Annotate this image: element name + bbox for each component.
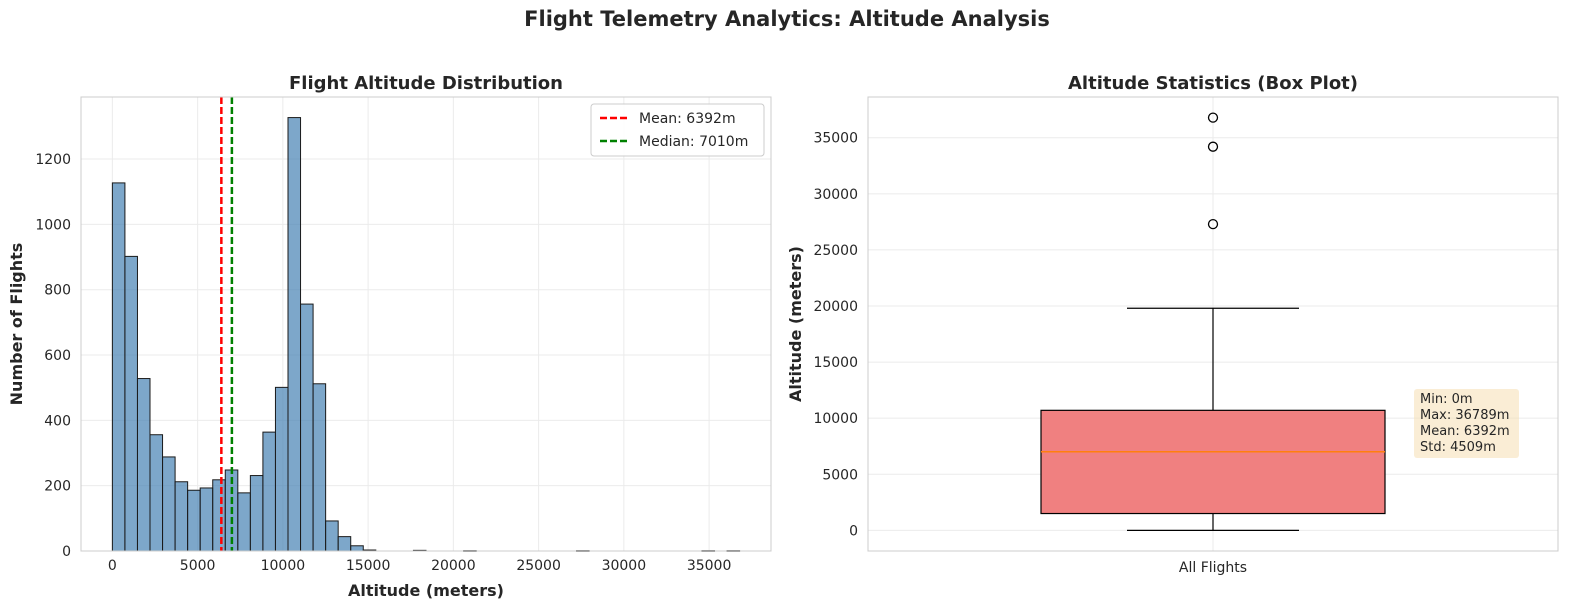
boxplot-y-tick-label: 20000 xyxy=(813,299,858,315)
histogram-bar xyxy=(149,434,164,552)
boxplot-y-tick-label: 10000 xyxy=(813,411,858,427)
figure-title: Flight Telemetry Analytics: Altitude Ana… xyxy=(524,7,1050,31)
histogram-x-tick-label: 35000 xyxy=(687,558,732,574)
outlier-point xyxy=(1207,112,1219,123)
histogram-y-tick-label: 600 xyxy=(44,348,71,364)
boxplot-body xyxy=(1040,112,1386,531)
histogram-bar xyxy=(174,481,189,552)
histogram-reference-lines xyxy=(220,97,234,551)
boxplot-title: Altitude Statistics (Box Plot) xyxy=(1068,73,1358,94)
histogram-bar xyxy=(350,545,364,552)
stats-std: Std: 4509m xyxy=(1420,440,1496,455)
histogram-x-tick-label: 5000 xyxy=(180,558,216,574)
histogram-y-tick-label: 1000 xyxy=(35,217,71,233)
boxplot-y-tick-label: 0 xyxy=(849,523,858,539)
boxplot-y-tick-label: 5000 xyxy=(822,467,858,483)
histogram-bar xyxy=(237,492,251,552)
iqr-box xyxy=(1040,409,1386,515)
histogram-bars xyxy=(111,117,741,552)
boxplot-axes-frame xyxy=(867,96,1559,552)
boxplot-panel: Altitude Statistics (Box Plot) 0 5000 1000… xyxy=(786,73,1559,576)
histogram-x-tick-label: 15000 xyxy=(346,558,391,574)
histogram-grid xyxy=(81,97,771,552)
legend-box xyxy=(590,103,765,157)
stats-box-background xyxy=(1414,389,1519,458)
boxplot-x-tick-label: All Flights xyxy=(1179,560,1247,576)
histogram-bar xyxy=(111,182,126,552)
stats-mean: Mean: 6392m xyxy=(1420,424,1510,439)
histogram-y-tick-label: 200 xyxy=(44,479,71,495)
legend-mean-label: Mean: 6392m xyxy=(639,111,736,127)
legend-median-label: Median: 7010m xyxy=(639,134,748,150)
histogram-bar xyxy=(249,475,264,552)
histogram-bar xyxy=(274,386,289,552)
histogram-bar xyxy=(312,383,327,552)
stats-min: Min: 0m xyxy=(1420,392,1473,407)
histogram-bar xyxy=(337,536,352,552)
histogram-bar xyxy=(136,378,151,552)
histogram-x-label: Altitude (meters) xyxy=(348,581,504,600)
boxplot-y-tick-label: 30000 xyxy=(813,187,858,203)
histogram-x-tick-label: 30000 xyxy=(602,558,647,574)
histogram-bar xyxy=(162,456,176,552)
histogram-bar xyxy=(325,520,339,552)
histogram-bar xyxy=(124,255,138,552)
boxplot-y-tick-label: 15000 xyxy=(813,355,858,371)
histogram-x-tick-label: 10000 xyxy=(261,558,306,574)
stats-box: Min: 0m Max: 36789m Mean: 6392m Std: 450… xyxy=(1414,389,1519,458)
histogram-y-tick-label: 400 xyxy=(44,413,71,429)
histogram-y-label: Number of Flights xyxy=(7,243,26,406)
histogram-axes-frame xyxy=(80,96,772,552)
histogram-x-tick-label: 25000 xyxy=(516,558,561,574)
histogram-bar xyxy=(212,479,226,552)
outlier-point xyxy=(1207,218,1219,230)
boxplot-y-tick-label: 35000 xyxy=(813,131,858,147)
histogram-bar xyxy=(287,117,302,552)
boxplot-y-tick-label: 25000 xyxy=(813,243,858,259)
histogram-bar xyxy=(300,303,314,552)
outlier-point xyxy=(1207,141,1219,152)
boxplot-y-label: Altitude (meters) xyxy=(786,246,805,402)
histogram-x-tick-label: 20000 xyxy=(431,558,476,574)
histogram-y-tick-label: 0 xyxy=(62,544,71,560)
histogram-x-ticks: 0 5000 10000 15000 20000 25000 30000 35000 xyxy=(108,558,731,574)
stats-max: Max: 36789m xyxy=(1420,408,1509,423)
histogram-bar xyxy=(262,431,276,552)
histogram-bar xyxy=(199,487,214,552)
histogram-y-tick-label: 1200 xyxy=(35,152,71,168)
histogram-y-ticks: 0 200 400 600 800 1000 1200 xyxy=(35,152,71,560)
histogram-panel: Flight Altitude Distribution 0 5000 10000 1… xyxy=(7,73,772,600)
histogram-bar xyxy=(187,489,201,552)
boxplot-y-ticks: 0 5000 10000 15000 20000 25000 30000 35000 xyxy=(813,131,858,540)
histogram-title: Flight Altitude Distribution xyxy=(289,73,563,94)
histogram-x-tick-label: 0 xyxy=(108,558,117,574)
histogram-y-tick-label: 800 xyxy=(44,283,71,299)
histogram-legend: Mean: 6392m Median: 7010m xyxy=(590,103,765,157)
